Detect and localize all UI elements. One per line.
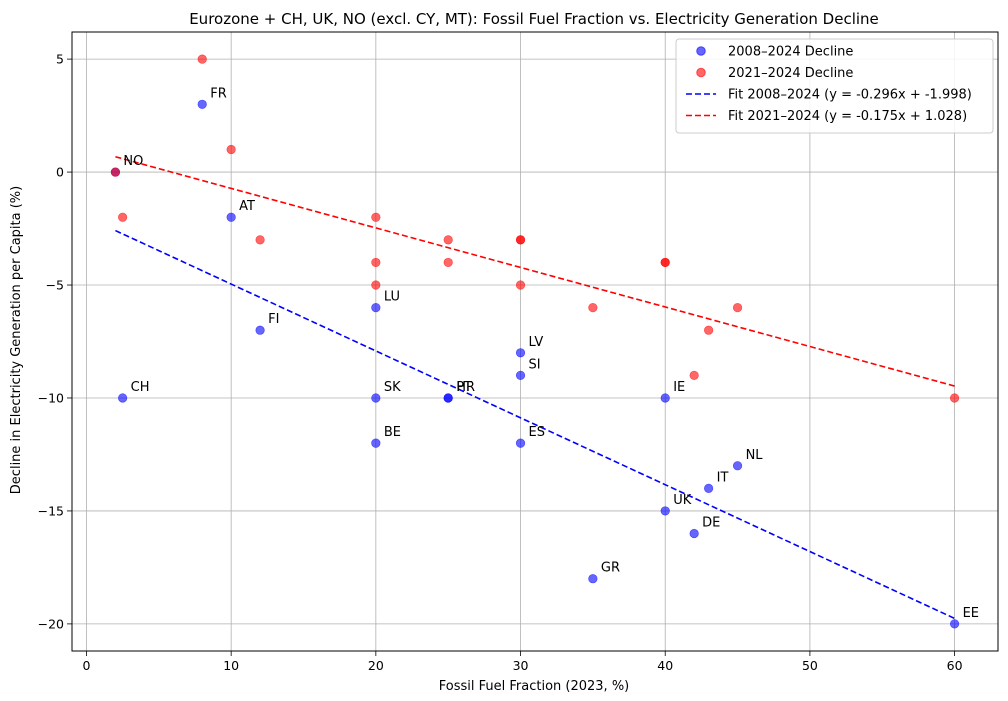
axis-ticks: 0 10 20 30 40 50 60 −20 −15 −10 −5 0 5 bbox=[38, 52, 963, 673]
data-point bbox=[704, 483, 714, 493]
data-point bbox=[732, 461, 743, 471]
point-label-it: IT bbox=[717, 470, 729, 485]
fit-line-2 bbox=[115, 229, 955, 620]
data-point bbox=[443, 393, 453, 403]
y-tick-label: −5 bbox=[46, 278, 64, 293]
point-label-no: NO bbox=[123, 154, 143, 169]
legend-box bbox=[675, 38, 994, 134]
data-point bbox=[689, 528, 699, 539]
plot-frame bbox=[71, 31, 999, 652]
data-point bbox=[515, 280, 526, 290]
x-tick-label: 60 bbox=[947, 658, 963, 673]
data-point bbox=[118, 393, 128, 403]
data-point bbox=[443, 257, 453, 268]
point-label-at: AT bbox=[239, 199, 255, 214]
point-label-lu: LU bbox=[384, 290, 400, 305]
data-point bbox=[515, 370, 526, 380]
x-tick-label: 30 bbox=[513, 658, 529, 673]
chart-title: Eurozone + CH, UK, NO (excl. CY, MT): Fo… bbox=[189, 10, 879, 28]
y-tick-label: −10 bbox=[38, 390, 64, 405]
y-tick-label: 5 bbox=[56, 52, 64, 67]
data-point bbox=[255, 235, 265, 245]
data-point bbox=[515, 438, 526, 448]
data-point bbox=[371, 303, 381, 313]
data-point bbox=[371, 438, 381, 448]
x-tick-label: 0 bbox=[82, 658, 90, 673]
data-point bbox=[255, 325, 265, 335]
point-label-nl: NL bbox=[746, 448, 764, 463]
data-point bbox=[226, 144, 236, 155]
data-point bbox=[660, 393, 670, 403]
data-point bbox=[515, 235, 526, 245]
y-tick-label: −15 bbox=[38, 503, 64, 518]
legend: 2008–2024 Decline 2021–2024 Decline Fit 20… bbox=[675, 38, 994, 134]
data-point bbox=[197, 54, 207, 64]
x-tick-label: 10 bbox=[223, 658, 239, 673]
point-label-es: ES bbox=[529, 425, 545, 440]
point-label-ch: CH bbox=[131, 380, 150, 395]
point-label-sk: SK bbox=[384, 380, 401, 395]
data-point bbox=[371, 280, 381, 290]
data-point bbox=[660, 506, 670, 516]
data-point bbox=[689, 370, 699, 380]
x-tick-label: 20 bbox=[368, 658, 384, 673]
x-tick-label: 50 bbox=[802, 658, 818, 673]
data-point bbox=[732, 303, 743, 313]
legend-marker bbox=[696, 46, 706, 56]
point-label-pt: PT bbox=[456, 380, 472, 395]
data-point bbox=[949, 619, 960, 629]
data-point bbox=[588, 574, 598, 584]
data-point bbox=[371, 393, 381, 403]
x-axis-label: Fossil Fuel Fraction (2023, %) bbox=[439, 679, 630, 694]
data-point bbox=[118, 212, 128, 222]
point-label-be: BE bbox=[384, 425, 401, 440]
data-point bbox=[371, 212, 381, 222]
legend-label: 2021–2024 Decline bbox=[728, 66, 853, 81]
legend-marker bbox=[696, 67, 706, 78]
legend-label: 2008–2024 Decline bbox=[728, 45, 853, 60]
data-point bbox=[371, 257, 381, 268]
point-label-de: DE bbox=[702, 516, 720, 531]
fit-line-3 bbox=[115, 155, 955, 387]
legend-label: Fit 2021–2024 (y = -0.175x + 1.028) bbox=[728, 109, 967, 124]
point-label-ie: IE bbox=[673, 380, 685, 395]
point-label-hr: HR bbox=[456, 380, 475, 395]
data-point bbox=[443, 235, 453, 245]
data-point bbox=[704, 325, 714, 335]
point-label-ee: EE bbox=[963, 606, 979, 621]
data-points bbox=[110, 54, 960, 629]
fit-lines bbox=[115, 155, 955, 620]
data-point bbox=[226, 212, 236, 222]
point-label-fr: FR bbox=[210, 86, 227, 101]
data-point bbox=[660, 257, 670, 268]
y-axis-label: Decline in Electricity Generation per Ca… bbox=[9, 186, 24, 494]
point-label-lv: LV bbox=[529, 335, 544, 350]
data-point bbox=[515, 348, 526, 358]
data-point bbox=[949, 393, 960, 403]
legend-label: Fit 2008–2024 (y = -0.296x + -1.998) bbox=[728, 88, 972, 103]
data-point bbox=[588, 303, 598, 313]
y-tick-label: −20 bbox=[38, 616, 64, 631]
point-label-gr: GR bbox=[601, 561, 620, 576]
y-tick-label: 0 bbox=[56, 165, 64, 180]
data-point bbox=[110, 167, 121, 177]
data-point bbox=[197, 99, 207, 109]
x-tick-label: 40 bbox=[657, 658, 673, 673]
point-label-fi: FI bbox=[268, 312, 279, 327]
point-label-si: SI bbox=[529, 357, 541, 372]
point-label-uk: UK bbox=[673, 493, 692, 508]
